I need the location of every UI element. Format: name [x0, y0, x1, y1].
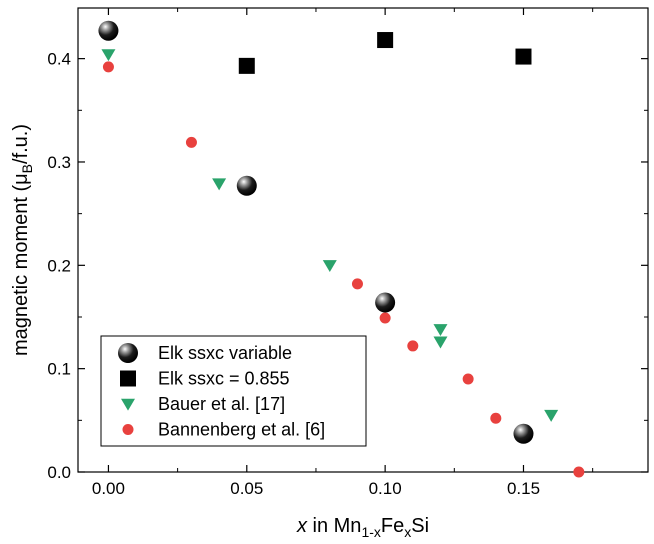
legend-marker-sphere — [118, 343, 138, 363]
data-point-sphere — [236, 175, 257, 196]
legend-label: Bannenberg et al. [6] — [158, 420, 325, 440]
legend-box — [100, 335, 367, 447]
data-point-circle — [379, 312, 391, 324]
y-axis-title: magnetic moment (μB/f.u.) — [10, 124, 35, 356]
plot-frame — [77, 7, 649, 473]
data-point-circle — [185, 136, 197, 148]
y-tick-label: 0.1 — [47, 360, 71, 379]
x-axis-title-var: x — [296, 515, 308, 537]
y-tick-label: 0.0 — [47, 463, 71, 482]
legend-label: Elk ssxc variable — [158, 343, 292, 363]
x-tick-label: 0.15 — [507, 479, 540, 498]
data-point-square — [515, 48, 532, 65]
data-points — [98, 20, 585, 478]
data-point-triangle-down — [101, 49, 116, 62]
data-point-circle — [102, 61, 114, 73]
data-point-circle — [407, 340, 419, 352]
data-point-circle — [462, 373, 474, 385]
x-tick-label: 0.10 — [369, 479, 402, 498]
x-tick-label: 0.05 — [230, 479, 263, 498]
y-tick-label: 0.2 — [47, 256, 71, 275]
legend-marker-triangle-down — [121, 398, 135, 411]
legend-marker-square — [120, 370, 136, 387]
data-point-triangle-down — [322, 260, 337, 272]
data-point-circle — [351, 278, 363, 290]
x-axis-title-sub1: 1-x — [361, 524, 380, 540]
x-axis-title-post: Si — [411, 515, 429, 537]
x-axis-title-sub2: x — [404, 524, 411, 540]
y-axis-title-pre: magnetic moment (μ — [10, 173, 32, 356]
data-point-triangle-down — [212, 178, 227, 191]
x-axis-title: x in Mn1-xFexSi — [296, 515, 429, 540]
x-axis-title-mid: Fe — [381, 515, 404, 537]
data-point-triangle-down — [433, 336, 448, 349]
legend-label: Elk ssxc = 0.855 — [158, 369, 290, 389]
data-point-triangle-down — [433, 324, 448, 337]
axis-ticks: 0.00 0.05 0.10 0.15 0.0 0.1 0.2 0.3 0.4 — [47, 8, 648, 498]
y-tick-label: 0.3 — [47, 153, 71, 172]
data-point-sphere — [375, 292, 396, 313]
data-point-sphere — [98, 20, 119, 41]
data-point-sphere — [513, 423, 534, 444]
data-point-square — [238, 57, 255, 74]
legend-label: Bauer et al. [17] — [158, 394, 285, 414]
data-point-triangle-down — [544, 409, 559, 422]
x-axis-title-pre: in Mn — [307, 515, 361, 537]
legend: Elk ssxc variable Elk ssxc = 0.855 Bauer e… — [100, 335, 367, 447]
y-axis-title-post: /f.u.) — [10, 124, 32, 164]
y-tick-label: 0.4 — [47, 50, 71, 69]
data-point-circle — [490, 412, 502, 424]
data-point-circle — [573, 466, 585, 478]
legend-marker-circle — [122, 424, 134, 435]
x-tick-label: 0.00 — [92, 479, 125, 498]
data-point-square — [377, 32, 394, 49]
y-axis-title-sub: B — [19, 164, 35, 173]
